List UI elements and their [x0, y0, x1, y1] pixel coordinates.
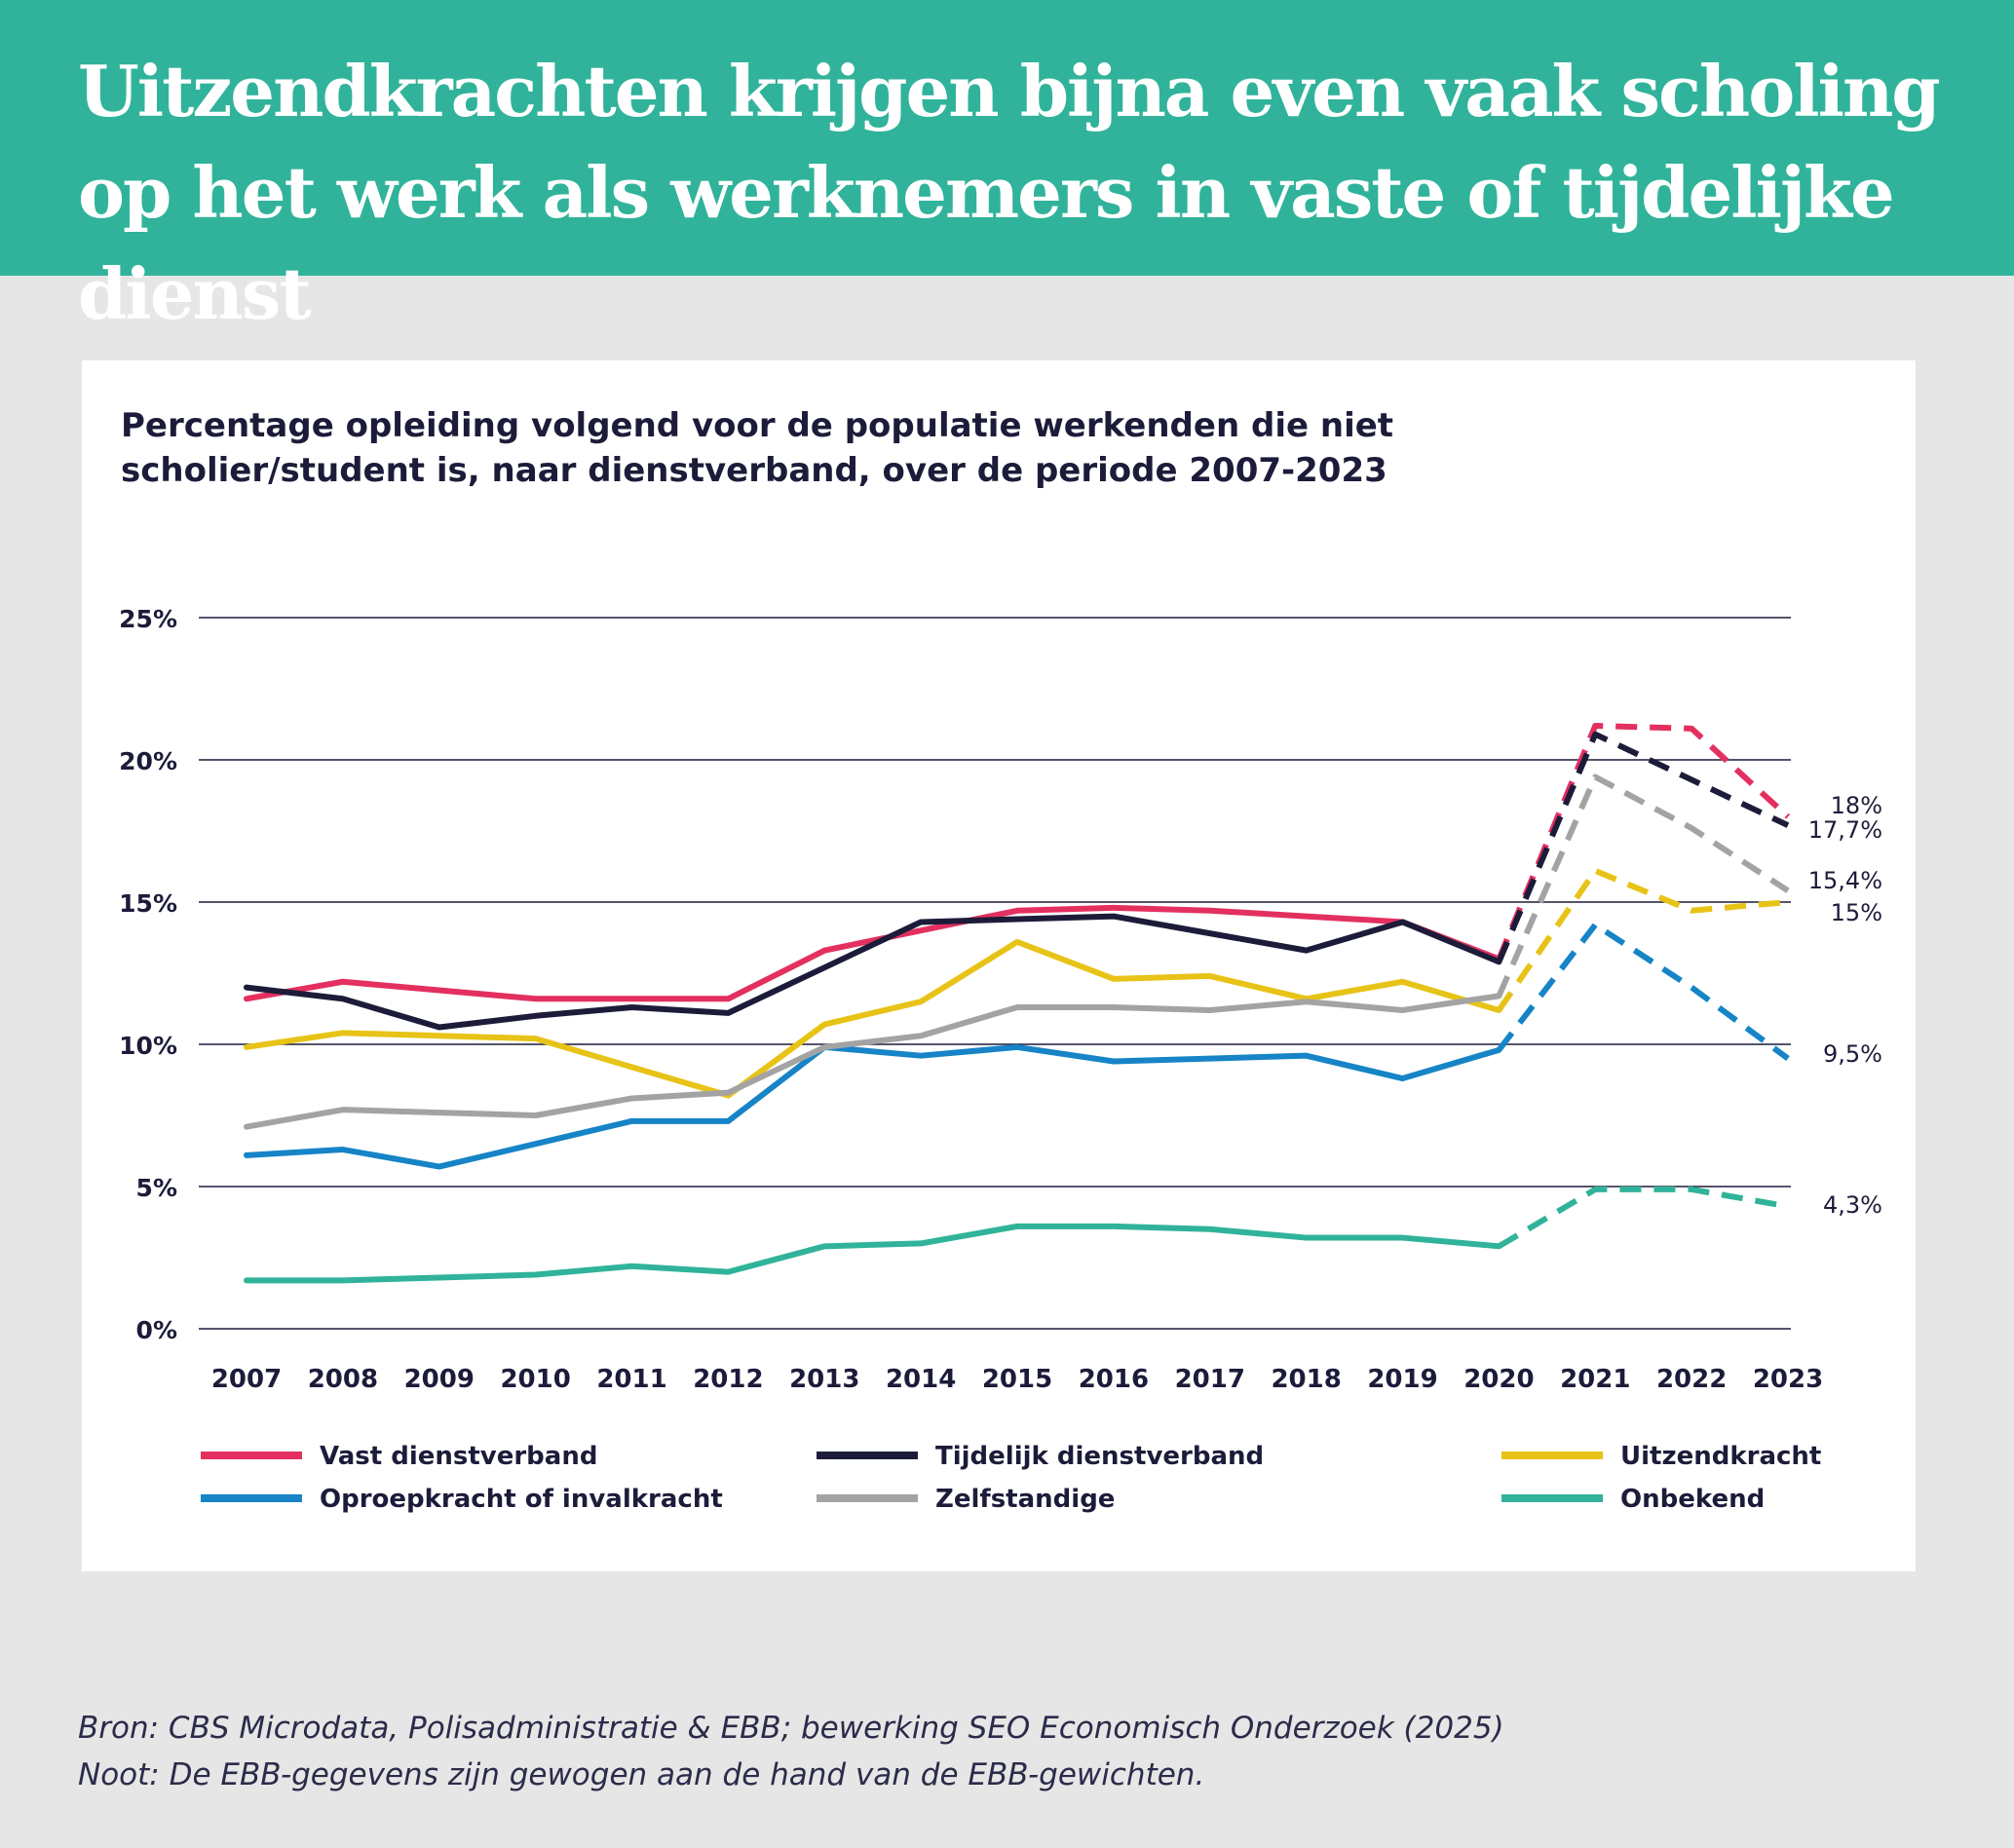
y-tick-label: 5% [136, 1174, 177, 1202]
end-label: 9,5% [1823, 1040, 1882, 1068]
x-tick-label: 2015 [982, 1365, 1052, 1394]
x-tick-label: 2023 [1753, 1365, 1823, 1394]
page-title: Uitzendkrachten krijgen bijna even vaak … [78, 50, 1941, 335]
end-label: 4,3% [1823, 1191, 1882, 1219]
series-line-dashed-uitzendkracht [1496, 867, 1789, 1012]
x-tick-label: 2010 [500, 1365, 570, 1394]
weight-note: Noot: De EBB-gegevens zijn gewogen aan d… [78, 1757, 1205, 1792]
legend-label: Oproepkracht of invalkracht [320, 1485, 723, 1514]
line-chart: 0% 5% 10% 15% 20% 25% 2007 2008 2009 2010 2011 2012… [119, 605, 1882, 1514]
y-tick-label: 15% [119, 889, 177, 918]
y-tick-label: 0% [136, 1316, 177, 1344]
x-tick-label: 2012 [693, 1365, 763, 1394]
x-tick-label: 2020 [1463, 1365, 1534, 1394]
legend-label: Onbekend [1620, 1485, 1765, 1514]
series-line-oproepkracht-of-invalkracht [244, 1043, 1502, 1170]
y-tick-label: 25% [119, 605, 177, 633]
series-line-vast-dienstverband [244, 904, 1502, 1002]
y-tick-label: 10% [119, 1032, 177, 1060]
end-label: 17,7% [1808, 816, 1882, 844]
legend-label: Tijdelijk dienstverband [935, 1442, 1264, 1471]
x-tick-label: 2008 [308, 1365, 378, 1394]
x-tick-label: 2018 [1271, 1365, 1341, 1394]
series-line-dashed-zelfstandige [1496, 773, 1790, 998]
x-tick-label: 2017 [1175, 1365, 1245, 1394]
series-line-dashed-vast-dienstverband [1496, 722, 1791, 961]
series-line-dashed-oproepkracht-of-invalkracht [1496, 922, 1790, 1062]
x-tick-label: 2019 [1367, 1365, 1437, 1394]
x-tick-label: 2007 [211, 1365, 282, 1394]
series-line-dashed-onbekend [1497, 1186, 1789, 1249]
source-note: Bron: CBS Microdata, Polisadministratie … [78, 1711, 1504, 1746]
x-tick-label: 2009 [404, 1365, 475, 1394]
series-line-zelfstandige [244, 993, 1502, 1130]
series-line-uitzendkracht [244, 938, 1502, 1099]
x-tick-label: 2013 [789, 1365, 859, 1394]
footer: Bron: CBS Microdata, Polisadministratie … [78, 1705, 1929, 1798]
x-tick-label: 2011 [596, 1365, 666, 1394]
y-tick-label: 20% [119, 747, 177, 775]
legend-label: Uitzendkracht [1620, 1442, 1821, 1471]
x-tick-label: 2022 [1656, 1365, 1727, 1394]
series-line-tijdelijk-dienstverband [244, 913, 1502, 1031]
header-banner: Uitzendkrachten krijgen bijna even vaak … [0, 0, 2014, 335]
series-line-onbekend [244, 1223, 1502, 1284]
legend-label: Zelfstandige [935, 1485, 1115, 1514]
legend-label: Vast dienstverband [320, 1442, 597, 1471]
end-label: 15,4% [1808, 867, 1882, 894]
chart-title: Percentage opleiding volgend voor de pop… [121, 406, 1394, 490]
end-label: 15% [1831, 899, 1882, 926]
series-line-dashed-tijdelijk-dienstverband [1496, 731, 1790, 963]
end-label: 18% [1831, 792, 1882, 819]
x-tick-label: 2021 [1560, 1365, 1630, 1394]
chart-card: Percentage opleiding volgend voor de pop… [82, 360, 1916, 1571]
x-tick-label: 2016 [1079, 1365, 1149, 1394]
x-tick-label: 2014 [886, 1365, 956, 1394]
